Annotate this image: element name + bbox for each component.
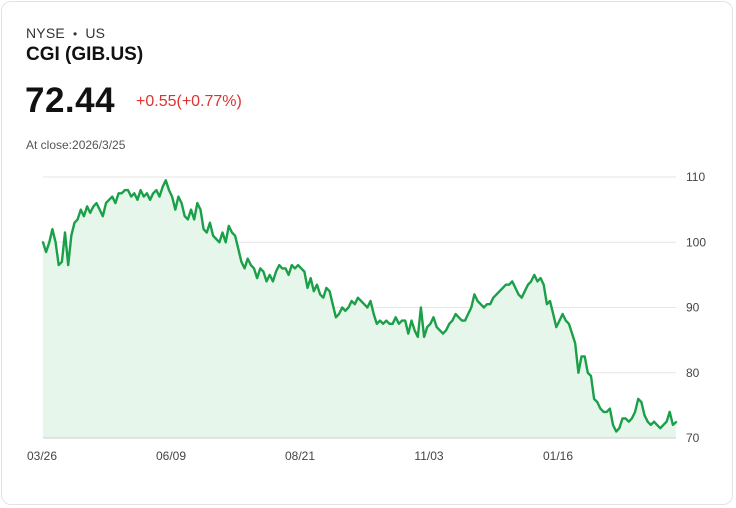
stock-name: CGI (GIB.US) — [26, 44, 144, 65]
x-tick-label: 03/26 — [27, 449, 57, 463]
y-tick-label: 110 — [686, 170, 705, 184]
price-line — [41, 179, 678, 433]
last-price: 72.44 — [25, 81, 116, 120]
x-tick-label: 01/16 — [543, 449, 573, 463]
separator-dot: • — [72, 27, 78, 41]
x-tick-label: 06/09 — [156, 449, 186, 463]
x-tick-label: 11/03 — [414, 449, 443, 463]
price-change: +0.55(+0.77%) — [136, 93, 242, 110]
y-tick-label: 100 — [686, 235, 706, 249]
price-area — [43, 180, 676, 439]
exchange-line: NYSE • US — [26, 25, 105, 41]
y-tick-label: 90 — [686, 301, 700, 315]
close-time: At close:2026/3/25 — [26, 138, 126, 152]
exchange-name: NYSE — [26, 25, 65, 41]
y-tick-label: 70 — [686, 431, 700, 445]
country-code: US — [85, 25, 106, 41]
y-tick-label: 80 — [686, 366, 700, 380]
x-tick-label: 08/21 — [285, 449, 315, 463]
